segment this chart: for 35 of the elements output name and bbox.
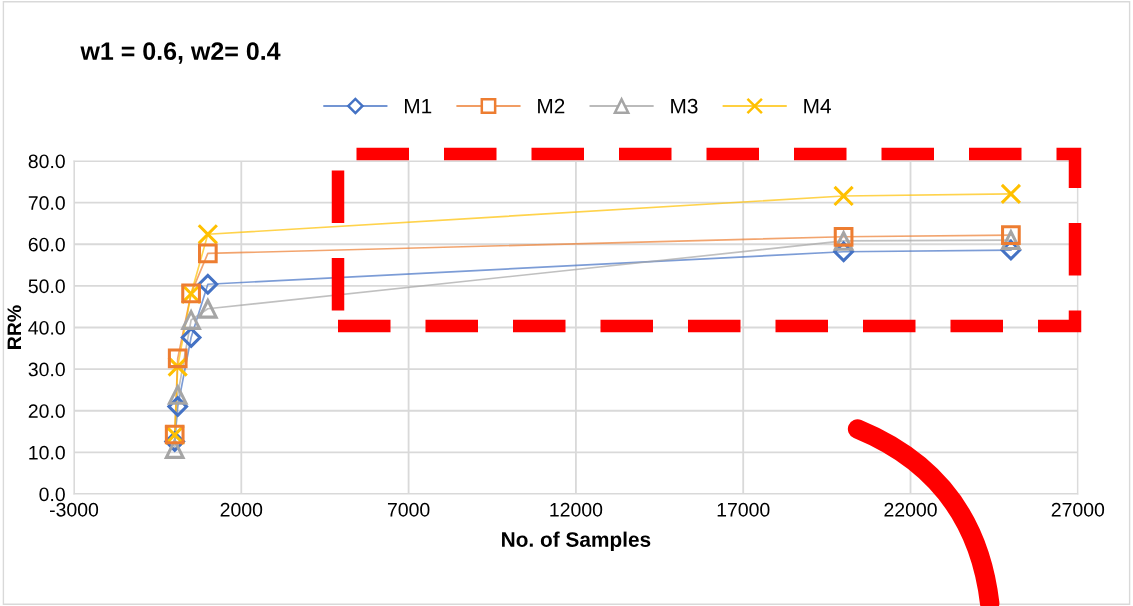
point: [197, 273, 219, 295]
y-tick-label: 60.0: [28, 237, 65, 252]
point: [181, 310, 201, 330]
legend-label: M4: [804, 98, 831, 114]
point: [197, 223, 219, 245]
point: [833, 226, 854, 247]
y-tick-label: 20.0: [28, 404, 65, 418]
point: [197, 298, 218, 319]
y-tick-label: 30.0: [28, 362, 65, 377]
point: [180, 327, 202, 348]
point: [1000, 183, 1022, 205]
point: [197, 243, 218, 264]
point: [167, 348, 188, 369]
y-tick-label: 70.0: [28, 196, 65, 210]
x-tick-label: 22000: [884, 502, 937, 517]
y-axis-title: RR%: [7, 305, 22, 349]
legend-label: M2: [538, 98, 565, 114]
y-tick-label: 40.0: [28, 320, 65, 335]
x-tick-label: 12000: [550, 502, 603, 517]
point: [167, 385, 188, 405]
x-tick-label: 2000: [220, 502, 263, 517]
legend-label: M1: [404, 98, 432, 114]
x-axis-title: No. of Samples: [502, 531, 651, 551]
y-tick-label: 80.0: [28, 154, 65, 169]
point: [833, 185, 855, 207]
chart-title: w1 = 0.6, w2= 0.4: [80, 42, 281, 64]
point: [1001, 225, 1021, 245]
x-tick-label: 27000: [1051, 502, 1105, 517]
x-tick-label: 17000: [717, 502, 770, 517]
x-tick-label: 7000: [387, 502, 430, 517]
y-tick-label: 50.0: [28, 279, 65, 294]
y-tick-label: 0.0: [39, 487, 65, 502]
y-tick-label: 10.0: [29, 445, 65, 460]
legend-label: M3: [671, 98, 698, 114]
x-tick-label: -3000: [49, 502, 99, 517]
